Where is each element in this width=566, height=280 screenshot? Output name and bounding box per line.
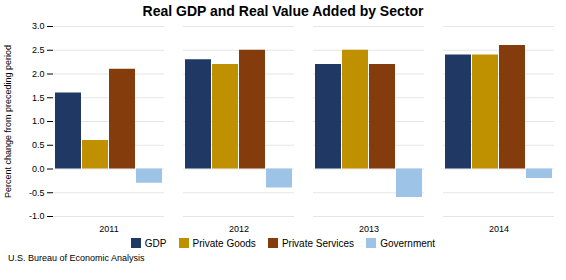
html-text:GDP: GDP: [144, 238, 167, 249]
html-text:Real GDP and Real Value Added: Real GDP and Real Value Added by Sector: [142, 3, 424, 19]
svg-text:3.0: 3.0: [32, 21, 45, 31]
svg-text:2.5: 2.5: [32, 45, 45, 55]
html-text:U.S. Bureau of Economic Analys: U.S. Bureau of Economic Analysis: [8, 253, 145, 263]
svg-text:2012: 2012: [229, 224, 249, 234]
html-text:Private Goods: Private Goods: [192, 238, 256, 249]
html-text:Government: Government: [380, 238, 436, 249]
svg-text:-0.5: -0.5: [29, 188, 45, 198]
svg-text:1.5: 1.5: [32, 93, 45, 103]
svg-text:1.0: 1.0: [32, 116, 45, 126]
svg-text:Percent change from preceding: Percent change from preceding period: [3, 45, 13, 198]
svg-text:2011: 2011: [99, 224, 118, 234]
svg-text:2.0: 2.0: [32, 69, 45, 79]
svg-text:0.5: 0.5: [32, 140, 45, 150]
svg-text:-1.0: -1.0: [29, 211, 45, 221]
svg-text:2013: 2013: [359, 224, 379, 234]
svg-text:2014: 2014: [489, 224, 509, 234]
svg-text:0.0: 0.0: [32, 164, 45, 174]
html-text:Private Services: Private Services: [281, 238, 355, 249]
